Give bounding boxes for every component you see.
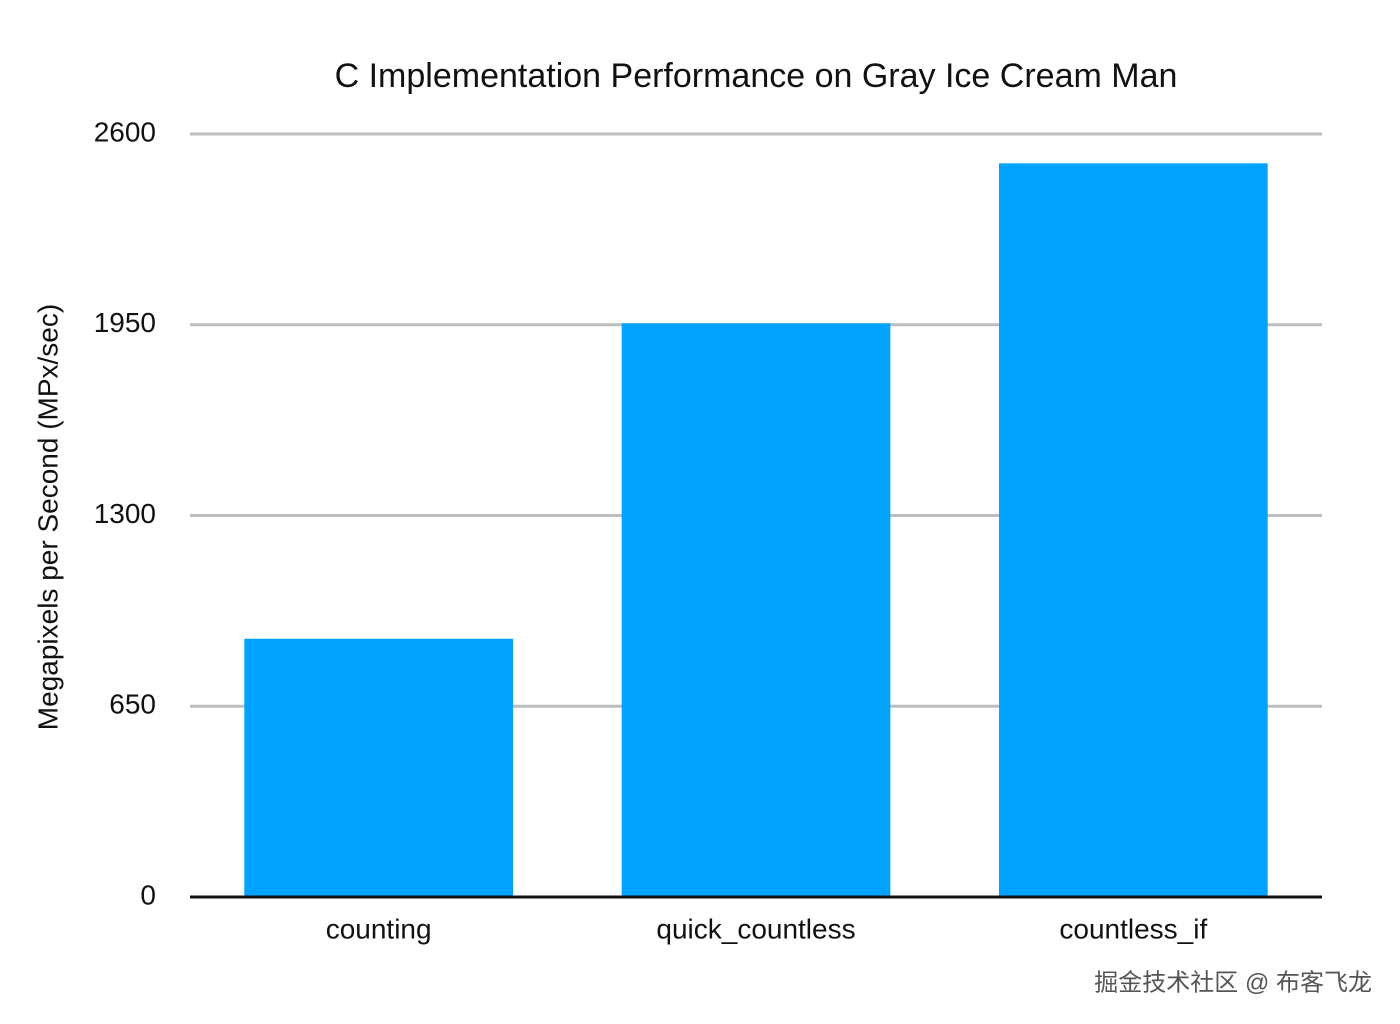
- bar: [999, 163, 1268, 897]
- bar: [621, 323, 891, 897]
- x-tick-label: counting: [326, 913, 432, 944]
- y-tick-label: 0: [140, 879, 156, 910]
- y-tick-label: 650: [109, 689, 156, 720]
- x-tick-label: countless_if: [1059, 913, 1207, 944]
- bar: [244, 638, 513, 897]
- watermark: 掘金技术社区 @ 布客飞龙: [1094, 969, 1372, 996]
- y-tick-label: 1950: [94, 307, 156, 338]
- y-tick-label: 2600: [94, 116, 156, 147]
- y-tick-label: 1300: [94, 498, 156, 529]
- y-axis-label: Megapixels per Second (MPx/sec): [32, 304, 63, 730]
- x-tick-label: quick_countless: [656, 913, 855, 944]
- chart-title: C Implementation Performance on Gray Ice…: [335, 57, 1178, 95]
